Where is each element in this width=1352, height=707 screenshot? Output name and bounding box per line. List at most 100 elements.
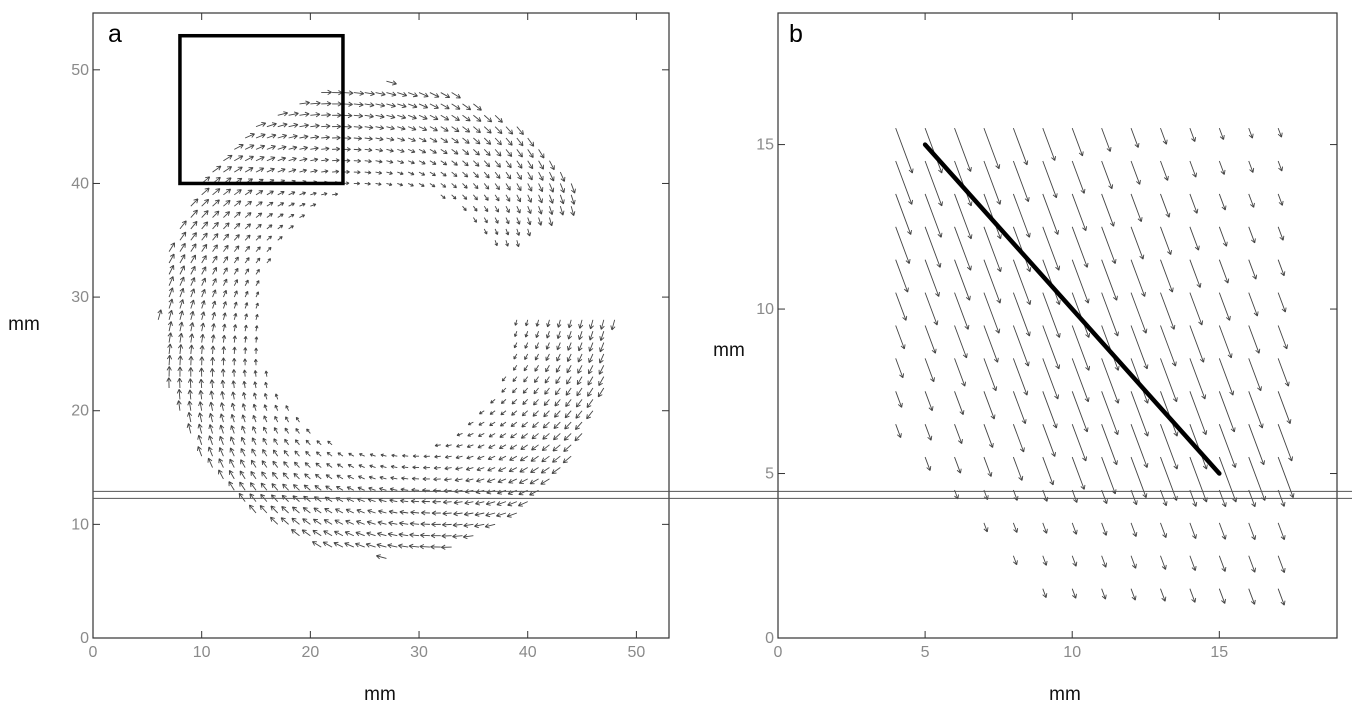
panel-a-arrow — [244, 257, 250, 264]
panel-b-arrow — [1248, 555, 1256, 573]
panel-a-arrow — [232, 357, 237, 366]
panel-a-arrow — [305, 450, 311, 457]
panel-a-arrow — [577, 365, 583, 374]
panel-a-arrow — [243, 347, 248, 354]
panel-b-arrow — [1130, 424, 1149, 468]
panel-a-arrow — [252, 392, 257, 400]
panel-a-arrow — [397, 103, 407, 109]
panel-b-arrow — [1101, 193, 1115, 227]
panel-a-arrow — [494, 149, 502, 157]
panel-a-arrow — [420, 532, 430, 538]
panel-a-arrow — [223, 289, 228, 298]
panel-a-arrow — [273, 427, 279, 434]
panel-a-arrow — [271, 483, 279, 491]
panel-a-arrow — [263, 426, 268, 434]
panel-a-arrow — [269, 516, 279, 525]
panel-a-arrow — [249, 493, 257, 502]
panel-a-arrow — [418, 103, 429, 109]
panel-a-arrow — [365, 542, 376, 548]
panel-a-arrow — [559, 194, 565, 205]
panel-a-arrow — [566, 365, 572, 374]
panel-a-arrow — [293, 461, 300, 468]
panel-a-arrow — [189, 310, 195, 320]
panel-a-arrow — [266, 122, 277, 128]
panel-a-arrow — [253, 370, 258, 377]
panel-a-arrow — [390, 464, 398, 469]
panel-b-y-tick-label: 10 — [756, 301, 774, 318]
panel-b-y-tick-labels: 0 5 10 15 — [756, 137, 774, 647]
panel-a-arrow — [223, 222, 230, 230]
panel-b-arrow — [1160, 555, 1167, 570]
panel-a-arrow — [423, 454, 430, 459]
panel-b-arrow — [1071, 193, 1088, 232]
panel-b-boundary-line — [922, 142, 1222, 476]
panel-a-arrow — [190, 209, 198, 218]
panel-a-arrow — [299, 191, 307, 196]
panel-a-arrow — [420, 521, 430, 527]
panel-a-arrow — [538, 160, 544, 170]
panel-a-arrow — [599, 319, 605, 330]
panel-a-arrow — [517, 501, 528, 507]
panel-a-frame — [92, 12, 670, 639]
panel-b-arrow — [1101, 555, 1108, 568]
panel-a-arrow — [157, 309, 163, 320]
panel-a-arrow — [577, 342, 583, 352]
panel-a-arrow — [462, 194, 468, 200]
panel-a-arrow — [303, 484, 311, 491]
panel-a-arrow — [429, 137, 438, 143]
panel-b-arrow — [1012, 555, 1018, 566]
panel-a-arrow — [559, 171, 566, 182]
panel-a-arrow — [540, 478, 550, 485]
panel-a-arrow — [533, 399, 539, 406]
panel-a-arrow — [248, 504, 257, 514]
panel-a-arrow — [335, 485, 344, 491]
panel-a-arrow — [179, 220, 187, 230]
panel-a-arrow — [188, 355, 194, 366]
panel-b-arrow — [1160, 259, 1174, 293]
panel-a-arrow — [473, 183, 479, 190]
panel-a-arrow — [233, 279, 239, 286]
panel-a-arrow — [489, 421, 496, 427]
panel-a-arrow — [559, 206, 565, 216]
panel-a-arrow — [255, 156, 265, 162]
panel-b-arrow — [1218, 226, 1228, 247]
panel-a-arrow — [244, 234, 251, 241]
panel-a-arrow — [230, 402, 236, 411]
panel-b-arrow — [1130, 193, 1143, 223]
panel-a-arrow — [199, 345, 205, 354]
panel-a-arrow — [407, 171, 415, 176]
panel-a-arrow — [509, 444, 518, 450]
panel-a-arrow — [505, 240, 509, 247]
panel-b-arrow — [1071, 160, 1086, 194]
panel-a-arrow — [223, 211, 231, 218]
panel-a-arrow — [274, 393, 279, 400]
panel-a-arrow — [219, 424, 225, 434]
panel-b-arrow — [1042, 226, 1061, 271]
panel-a-arrow — [386, 159, 394, 164]
panel-a-arrow — [198, 390, 204, 400]
panel-a-arrow — [440, 171, 447, 177]
panel-a-arrow — [310, 134, 320, 140]
panel-a-arrow — [294, 439, 300, 446]
panel-a-arrow — [219, 402, 225, 411]
panel-a-arrow — [511, 399, 518, 405]
panel-b-arrow — [983, 391, 996, 420]
panel-b-arrow — [1012, 325, 1030, 367]
panel-a-arrow — [223, 154, 233, 162]
panel-a-arrow — [212, 210, 220, 218]
panel-a-arrow — [563, 444, 572, 452]
panel-a-arrow — [277, 190, 285, 196]
panel-a-arrow — [389, 498, 398, 504]
panel-a-arrow — [212, 255, 218, 264]
panel-a-arrow — [219, 413, 225, 423]
panel-a-arrow — [390, 476, 398, 481]
panel-b-arrow — [924, 391, 934, 412]
panel-a-arrow — [524, 331, 529, 338]
panel-a-arrow — [510, 433, 518, 439]
panel-a-arrow — [462, 137, 470, 144]
panel-a-arrow — [497, 489, 507, 495]
panel-a-arrow — [293, 472, 300, 480]
panel-a-arrow — [532, 421, 539, 429]
panel-a-arrow — [332, 112, 342, 118]
